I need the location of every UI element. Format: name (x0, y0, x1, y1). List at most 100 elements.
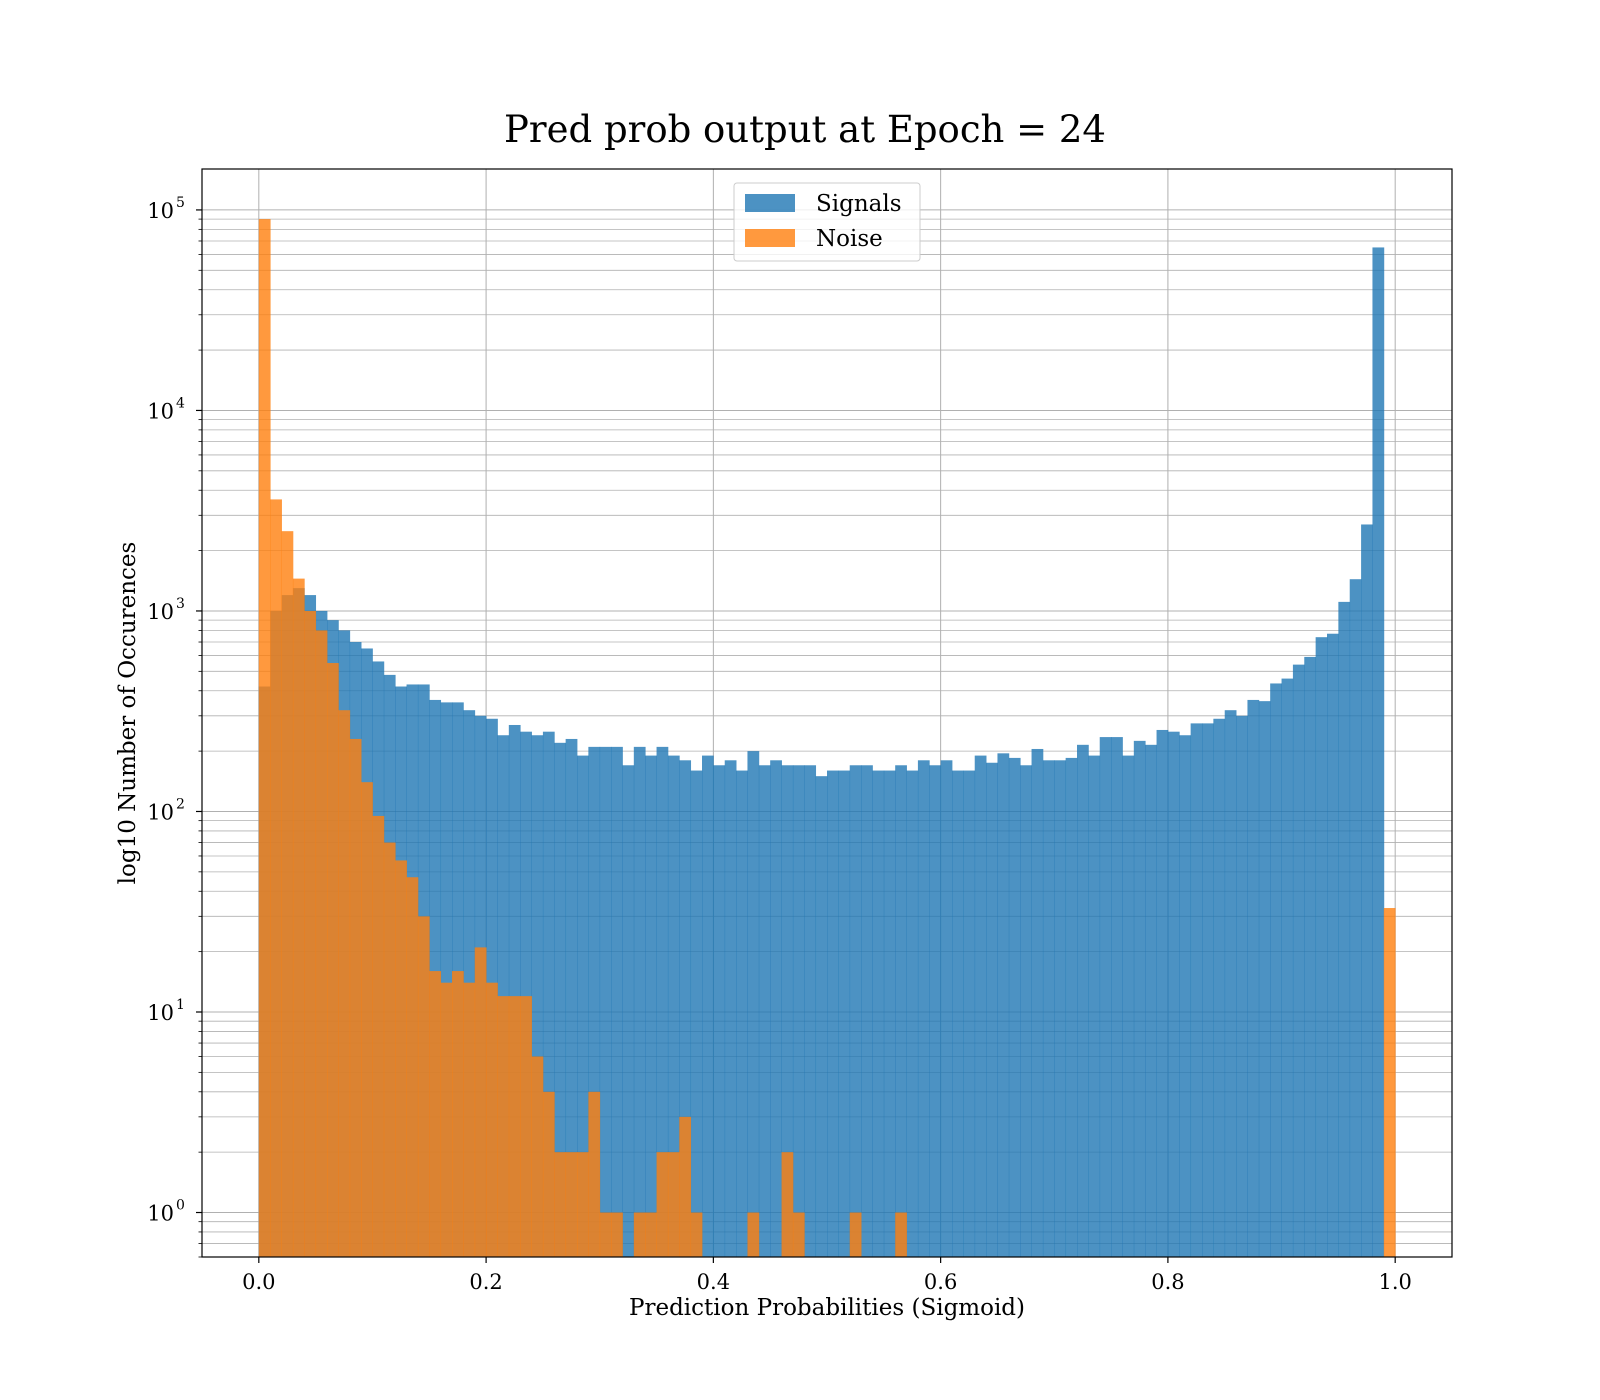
series-noise (258, 219, 1396, 1257)
bar-signals (940, 760, 953, 1257)
histogram-bars (258, 219, 1396, 1257)
bar-signals (997, 753, 1010, 1257)
bar-signals (804, 765, 817, 1257)
bar-noise (395, 860, 407, 1257)
bar-signals (1020, 765, 1032, 1257)
bar-signals (1304, 656, 1317, 1257)
bar-signals (1111, 737, 1123, 1257)
bar-noise (679, 1116, 692, 1257)
bar-signals (577, 755, 589, 1257)
bar-signals (929, 765, 942, 1257)
plot-frame (201, 168, 1453, 1258)
bar-signals (1349, 579, 1362, 1257)
bar-signals (1281, 678, 1294, 1257)
bar-noise (338, 710, 351, 1257)
bar-signals (1054, 760, 1067, 1257)
bar-noise (463, 982, 476, 1257)
y-tick-label: 10 (147, 199, 174, 223)
bar-signals (986, 762, 998, 1257)
bar-signals (838, 770, 851, 1257)
bar-signals (1133, 740, 1146, 1257)
x-axis: 0.0 0.2 0.4 0.6 0.8 1.0 (242, 1257, 1412, 1294)
bar-signals (531, 735, 544, 1257)
bar-signals (883, 770, 896, 1257)
bar-signals (679, 760, 692, 1257)
bar-signals (554, 742, 567, 1257)
bar-noise (611, 1212, 623, 1257)
y-tick-label: 10 (147, 399, 174, 423)
bar-noise (633, 1212, 646, 1257)
bar-noise (486, 982, 498, 1257)
bar-noise (849, 1212, 862, 1257)
bar-signals (895, 765, 907, 1257)
y-tick-exponent: 4 (176, 395, 185, 411)
x-tick-label: 1.0 (1378, 1270, 1411, 1294)
bar-noise (895, 1212, 907, 1257)
bar-noise (588, 1091, 601, 1257)
bar-signals (1258, 701, 1271, 1257)
legend-label-signals: Signals (816, 191, 902, 217)
bar-signals (1202, 723, 1214, 1257)
y-tick-exponent: 2 (176, 796, 185, 812)
bar-signals (724, 760, 737, 1257)
legend-swatch-noise (745, 229, 795, 247)
bar-noise (429, 971, 442, 1257)
bar-signals (849, 765, 862, 1257)
bar-signals (872, 770, 885, 1257)
bar-noise (1383, 908, 1396, 1257)
bar-noise (497, 996, 510, 1257)
bar-noise (531, 1056, 544, 1257)
bar-signals (917, 760, 930, 1257)
bar-signals (1042, 760, 1055, 1257)
bar-noise (656, 1152, 669, 1257)
y-tick-label: 10 (147, 600, 174, 624)
bar-signals (633, 746, 646, 1257)
bar-signals (1167, 731, 1180, 1257)
bar-signals (1247, 699, 1260, 1257)
bar-signals (861, 765, 873, 1257)
bar-noise (292, 578, 305, 1257)
bar-signals (1338, 601, 1351, 1257)
bar-signals (667, 755, 680, 1257)
x-tick-label: 0.4 (697, 1270, 730, 1294)
bar-signals (1372, 247, 1385, 1257)
bar-noise (327, 663, 339, 1257)
bar-noise (270, 499, 282, 1257)
bar-signals (1077, 744, 1089, 1257)
y-tick-label: 10 (147, 800, 174, 824)
bar-noise (406, 877, 419, 1257)
bar-signals (611, 746, 623, 1257)
x-axis-label: Prediction Probabilities (Sigmoid) (629, 1295, 1025, 1321)
bar-noise (565, 1152, 578, 1257)
bar-signals (542, 731, 555, 1257)
bar-signals (1361, 524, 1373, 1257)
bar-signals (565, 738, 578, 1257)
bar-noise (315, 630, 328, 1257)
bar-noise (281, 531, 294, 1257)
y-axis-label: log10 Number of Occurences (115, 542, 141, 885)
bar-signals (440, 702, 453, 1257)
bar-signals (1327, 633, 1339, 1257)
bar-noise (520, 996, 532, 1257)
bar-signals (827, 770, 839, 1257)
bar-signals (1065, 757, 1078, 1257)
x-tick-label: 0.6 (924, 1270, 957, 1294)
bar-noise (781, 1152, 794, 1257)
bar-noise (440, 982, 453, 1257)
bar-signals (792, 765, 805, 1257)
bar-signals (1213, 718, 1226, 1257)
bar-signals (1179, 735, 1192, 1257)
bar-noise (577, 1152, 589, 1257)
y-tick-exponent: 1 (176, 997, 185, 1013)
bar-noise (554, 1152, 567, 1257)
bar-signals (702, 755, 714, 1257)
bar-noise (372, 815, 385, 1257)
bar-signals (690, 770, 703, 1257)
y-tick-exponent: 0 (176, 1198, 185, 1214)
bar-noise (258, 219, 271, 1257)
bar-noise (599, 1212, 612, 1257)
bar-signals (1008, 757, 1021, 1257)
bar-signals (1099, 737, 1112, 1257)
bar-signals (508, 724, 521, 1257)
bar-noise (474, 947, 487, 1257)
